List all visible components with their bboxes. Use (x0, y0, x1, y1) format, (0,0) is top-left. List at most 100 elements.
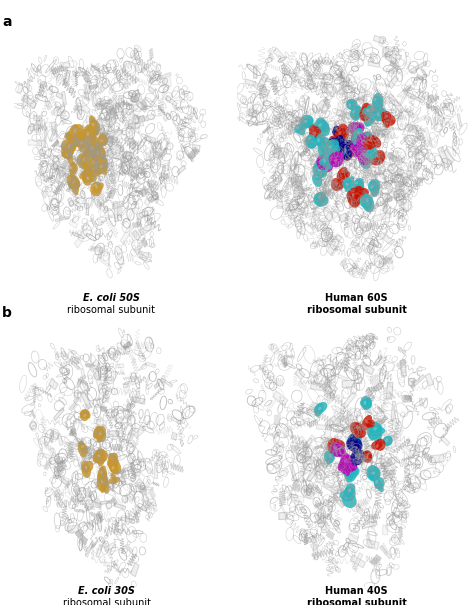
Polygon shape (340, 258, 347, 266)
Polygon shape (107, 148, 115, 159)
Ellipse shape (351, 131, 363, 145)
Polygon shape (109, 162, 118, 178)
Text: Human 40S: Human 40S (325, 586, 388, 596)
Ellipse shape (360, 399, 372, 409)
Ellipse shape (333, 135, 346, 155)
Polygon shape (57, 166, 65, 172)
Polygon shape (345, 453, 356, 469)
Polygon shape (391, 401, 395, 421)
Polygon shape (101, 150, 112, 157)
Polygon shape (345, 417, 352, 428)
Polygon shape (246, 120, 258, 126)
Polygon shape (345, 428, 360, 432)
Ellipse shape (362, 152, 365, 156)
Polygon shape (84, 84, 89, 101)
Polygon shape (320, 515, 330, 530)
Polygon shape (366, 534, 372, 548)
Polygon shape (425, 373, 434, 386)
Ellipse shape (82, 464, 91, 478)
Ellipse shape (345, 483, 356, 497)
Ellipse shape (97, 477, 107, 492)
Ellipse shape (354, 449, 365, 460)
Polygon shape (337, 110, 354, 120)
Polygon shape (135, 116, 145, 124)
Ellipse shape (350, 422, 366, 438)
Polygon shape (400, 134, 410, 145)
Polygon shape (70, 447, 80, 453)
Polygon shape (273, 461, 280, 469)
Ellipse shape (70, 131, 73, 134)
Polygon shape (339, 77, 350, 95)
Text: Human 60S: Human 60S (325, 293, 388, 303)
Ellipse shape (73, 131, 82, 147)
Ellipse shape (342, 457, 353, 471)
Polygon shape (373, 101, 380, 106)
Polygon shape (283, 425, 291, 437)
Polygon shape (136, 457, 142, 465)
Polygon shape (362, 521, 377, 529)
Ellipse shape (300, 120, 310, 130)
Ellipse shape (334, 446, 337, 450)
Ellipse shape (329, 439, 345, 451)
Ellipse shape (80, 151, 89, 167)
Ellipse shape (355, 146, 358, 149)
Ellipse shape (377, 113, 380, 116)
Polygon shape (116, 364, 124, 368)
Polygon shape (85, 151, 92, 163)
Ellipse shape (336, 148, 339, 151)
Ellipse shape (382, 112, 390, 128)
Polygon shape (310, 382, 327, 391)
Ellipse shape (61, 139, 77, 154)
Polygon shape (408, 165, 412, 180)
Polygon shape (74, 151, 81, 161)
Ellipse shape (354, 136, 357, 139)
Ellipse shape (366, 198, 368, 202)
Ellipse shape (316, 155, 327, 168)
Polygon shape (324, 175, 330, 186)
Ellipse shape (362, 143, 377, 160)
Polygon shape (52, 158, 62, 171)
Ellipse shape (325, 145, 341, 155)
Ellipse shape (314, 402, 327, 414)
Ellipse shape (372, 471, 375, 474)
Ellipse shape (330, 140, 339, 151)
Ellipse shape (109, 463, 119, 474)
Polygon shape (371, 123, 380, 136)
Ellipse shape (347, 190, 360, 208)
Polygon shape (104, 120, 116, 132)
Polygon shape (309, 121, 322, 132)
Polygon shape (54, 408, 64, 420)
Polygon shape (350, 99, 365, 110)
Ellipse shape (319, 155, 332, 165)
Polygon shape (123, 383, 128, 388)
Polygon shape (85, 363, 98, 369)
Ellipse shape (344, 459, 347, 463)
Ellipse shape (337, 123, 349, 142)
Ellipse shape (328, 145, 332, 149)
Ellipse shape (371, 430, 374, 433)
Ellipse shape (100, 165, 103, 168)
Ellipse shape (83, 414, 86, 417)
Ellipse shape (348, 190, 359, 202)
Ellipse shape (70, 162, 76, 179)
Ellipse shape (90, 146, 93, 149)
Polygon shape (347, 190, 354, 208)
Ellipse shape (317, 158, 328, 170)
Polygon shape (388, 457, 398, 465)
Polygon shape (302, 458, 312, 465)
Ellipse shape (384, 115, 388, 118)
Ellipse shape (340, 143, 351, 153)
Ellipse shape (368, 179, 380, 192)
Polygon shape (160, 103, 166, 110)
Ellipse shape (71, 128, 84, 139)
Polygon shape (367, 402, 372, 413)
Polygon shape (323, 483, 335, 493)
Polygon shape (54, 489, 64, 506)
Ellipse shape (352, 110, 355, 114)
Ellipse shape (100, 160, 108, 172)
Polygon shape (40, 453, 52, 459)
Ellipse shape (305, 136, 317, 149)
Ellipse shape (87, 150, 99, 161)
Polygon shape (361, 444, 371, 463)
Polygon shape (106, 499, 116, 509)
